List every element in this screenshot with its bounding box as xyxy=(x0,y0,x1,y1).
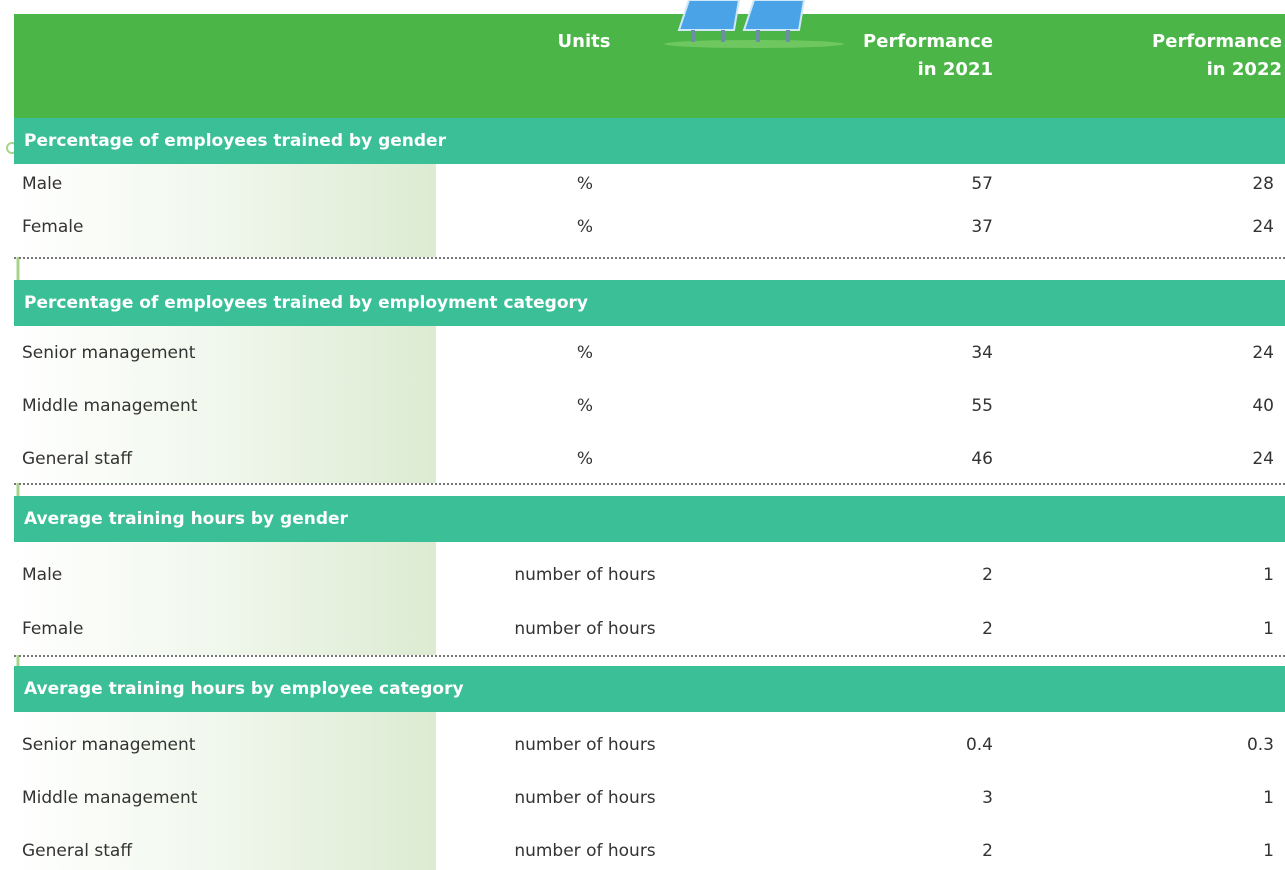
value-2022: 0.3 xyxy=(1246,735,1274,755)
perf2022-header: Performance in 2022 xyxy=(1152,31,1282,80)
row-unit: % xyxy=(576,396,594,416)
row-label: Male xyxy=(22,565,63,585)
value-2022: 1 xyxy=(1263,788,1274,808)
value-2021: 34 xyxy=(971,343,993,363)
row-label: General staff xyxy=(22,841,133,861)
row-label: Middle management xyxy=(22,788,198,808)
units-header: Units xyxy=(557,31,611,52)
row-unit: number of hours xyxy=(514,788,656,808)
row-unit: number of hours xyxy=(514,841,656,861)
row-label: General staff xyxy=(22,449,133,469)
value-2022: 24 xyxy=(1252,343,1274,363)
dotted-separator xyxy=(14,655,1285,657)
section-title: Percentage of employees trained by emplo… xyxy=(14,280,1285,326)
value-2021: 57 xyxy=(971,174,993,194)
row-label: Female xyxy=(22,619,84,639)
value-2022: 40 xyxy=(1252,396,1274,416)
label-band xyxy=(14,326,436,483)
row-unit: % xyxy=(576,217,594,237)
value-2021: 3 xyxy=(982,788,993,808)
row-unit: number of hours xyxy=(514,565,656,585)
value-2021: 46 xyxy=(971,449,993,469)
row-unit: % xyxy=(576,449,594,469)
row-label: Female xyxy=(22,217,84,237)
row-label: Senior management xyxy=(22,735,196,755)
value-2022: 24 xyxy=(1252,217,1274,237)
value-2021: 2 xyxy=(982,619,993,639)
dotted-separator xyxy=(14,483,1285,485)
value-2021: 2 xyxy=(982,565,993,585)
row-unit: % xyxy=(576,174,594,194)
solar-panels xyxy=(664,0,844,48)
perf2021-header: Performance in 2021 xyxy=(863,31,993,80)
value-2022: 1 xyxy=(1263,565,1274,585)
value-2022: 28 xyxy=(1252,174,1274,194)
value-2022: 1 xyxy=(1263,841,1274,861)
row-label: Male xyxy=(22,174,63,194)
dotted-separator xyxy=(14,257,1285,259)
section-title: Average training hours by employee categ… xyxy=(14,666,1285,712)
row-label: Senior management xyxy=(22,343,196,363)
section-title: Average training hours by gender xyxy=(14,496,1285,542)
value-2022: 24 xyxy=(1252,449,1274,469)
value-2021: 55 xyxy=(971,396,993,416)
value-2021: 37 xyxy=(971,217,993,237)
row-unit: number of hours xyxy=(514,619,656,639)
label-band xyxy=(14,712,436,870)
value-2021: 2 xyxy=(982,841,993,861)
section-title: Percentage of employees trained by gende… xyxy=(14,118,1285,164)
value-2021: 0.4 xyxy=(965,735,993,755)
row-unit: % xyxy=(576,343,594,363)
value-2022: 1 xyxy=(1263,619,1274,639)
row-label: Middle management xyxy=(22,396,198,416)
row-unit: number of hours xyxy=(514,735,656,755)
table-header: Units Performance in 2021 Performance in… xyxy=(14,0,1285,118)
label-band xyxy=(14,164,436,257)
label-band xyxy=(14,542,436,655)
